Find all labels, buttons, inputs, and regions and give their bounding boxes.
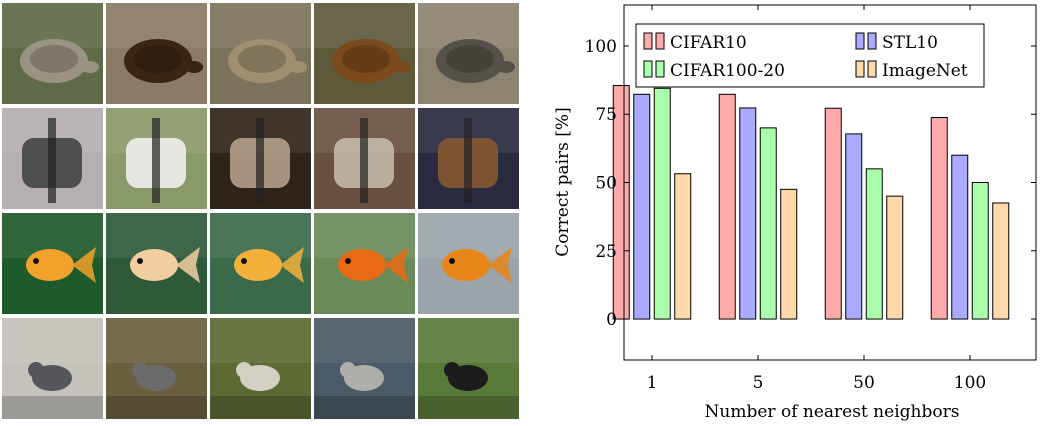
legend-swatch-imagenet xyxy=(855,60,865,78)
dipper-in-water-photo xyxy=(106,318,207,419)
y-tick-label: 0 xyxy=(606,310,617,330)
goldfish-pale-photo xyxy=(106,213,207,314)
girl-with-flute-photo xyxy=(106,108,207,209)
legend-swatch-stl10 xyxy=(867,32,877,50)
gray-turtle-photo xyxy=(418,3,519,104)
goldfish-green-bg-photo xyxy=(2,213,103,314)
x-axis-label: Number of nearest neighbors xyxy=(705,402,960,422)
legend: CIFAR10 STL10 CIFAR100-20 ImageNet xyxy=(635,23,985,88)
x-axis-ticks: 1 5 50 100 xyxy=(647,5,986,393)
bar-stl10-1 xyxy=(633,93,651,320)
bar-stl10-5 xyxy=(739,107,757,320)
bar-cifar100-20-5 xyxy=(759,127,777,320)
dipper-on-rock-photo xyxy=(2,318,103,419)
tortoise-shell-photo xyxy=(210,3,311,104)
bar-cifar100-20-50 xyxy=(865,168,883,320)
legend-swatch-imagenet xyxy=(867,60,877,78)
bar-cifar10-50 xyxy=(824,107,842,320)
bar-chart: 0 25 50 75 100 1 5 50 100 Correct pairs [%] Num… xyxy=(553,4,1037,422)
bird-on-branch-photo xyxy=(210,318,311,419)
legend-swatch-cifar100-20 xyxy=(655,60,665,78)
bar-cifar100-20-1 xyxy=(653,87,671,320)
y-tick-label: 50 xyxy=(595,174,617,194)
clarinet-player-photo xyxy=(210,108,311,209)
bar-imagenet-1 xyxy=(674,173,692,320)
box-turtle-photo xyxy=(106,3,207,104)
bar-imagenet-100 xyxy=(992,202,1010,320)
legend-label-stl10: STL10 xyxy=(882,33,938,53)
turtle-on-rocks-photo xyxy=(2,3,103,104)
bars-layer xyxy=(612,85,1010,320)
legend-label-cifar10: CIFAR10 xyxy=(670,33,747,53)
x-tick-label: 50 xyxy=(853,373,875,393)
goldfish-aquarium-photo xyxy=(314,213,415,314)
image-grid xyxy=(2,3,520,423)
legend-label-imagenet: ImageNet xyxy=(882,61,968,81)
y-axis-ticks: 0 25 50 75 100 xyxy=(585,37,1036,330)
bar-cifar10-1 xyxy=(612,85,630,320)
painted-turtle-photo xyxy=(314,3,415,104)
orchestra-players-photo xyxy=(418,108,519,209)
y-tick-label: 75 xyxy=(595,105,617,125)
bar-cifar10-5 xyxy=(718,93,736,320)
small-bird-on-boulder-photo xyxy=(314,318,415,419)
legend-swatch-cifar10 xyxy=(643,32,653,50)
bar-cifar100-20-100 xyxy=(971,182,989,320)
legend-swatch-cifar100-20 xyxy=(643,60,653,78)
goldfish-leaf-photo xyxy=(210,213,311,314)
goldfish-bubble-eye-photo xyxy=(418,213,519,314)
x-tick-label: 100 xyxy=(954,373,986,393)
bar-stl10-50 xyxy=(845,133,863,320)
legend-swatch-stl10 xyxy=(855,32,865,50)
flute-keys-photo xyxy=(314,108,415,209)
x-tick-label: 5 xyxy=(753,373,764,393)
x-tick-label: 1 xyxy=(647,373,658,393)
bar-imagenet-50 xyxy=(886,195,904,320)
bar-imagenet-5 xyxy=(780,188,798,320)
y-tick-label: 25 xyxy=(595,242,617,262)
y-axis-label: Correct pairs [%] xyxy=(553,107,573,256)
y-tick-label: 100 xyxy=(585,37,617,57)
bar-stl10-100 xyxy=(951,154,969,320)
bar-cifar10-100 xyxy=(930,117,948,320)
dogs-on-grass-photo xyxy=(418,318,519,419)
legend-box xyxy=(635,23,985,88)
microphone-photo xyxy=(2,108,103,209)
legend-label-cifar100-20: CIFAR100-20 xyxy=(670,61,785,81)
legend-swatch-cifar10 xyxy=(655,32,665,50)
